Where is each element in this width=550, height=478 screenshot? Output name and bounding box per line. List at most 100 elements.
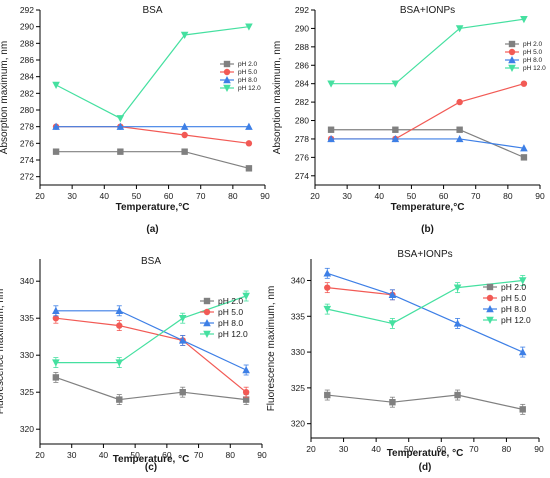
x-axis-label: Temperature, °C: [113, 454, 190, 465]
data-point: [324, 284, 331, 291]
y-axis-label: Absorption maximum, nm: [272, 41, 283, 154]
chart-title: BSA+IONPs: [397, 249, 452, 260]
data-point: [181, 131, 188, 139]
legend-label: pH 2.0: [523, 41, 543, 48]
data-point: [52, 122, 60, 130]
legend-item: pH 12.0: [505, 64, 546, 72]
data-point: [518, 348, 527, 356]
panel-2: 20 30 40 50 60 70 80 90 274 276 278 280 282 284 286 288…: [272, 5, 546, 235]
x-tick-label: 20: [310, 191, 320, 201]
x-tick-label: 60: [439, 191, 449, 201]
x-tick-label: 90: [257, 450, 267, 460]
y-tick-label: 278: [20, 122, 34, 132]
data-point: [519, 406, 526, 413]
x-tick-label: 80: [503, 191, 513, 201]
data-point: [327, 80, 335, 88]
y-tick-label: 280: [20, 105, 34, 115]
legend-item: pH 2.0: [220, 60, 258, 68]
legend-marker: [486, 316, 494, 324]
series-line: [327, 287, 393, 296]
x-axis-label: Temperature,°C: [391, 202, 465, 213]
y-tick-label: 330: [291, 347, 305, 357]
data-point: [178, 315, 187, 323]
series-line: [56, 126, 250, 144]
series-line: [55, 295, 247, 364]
legend-item: pH 5.0: [200, 307, 243, 317]
legend-item: pH 8.0: [505, 56, 543, 64]
legend-label: pH 12.0: [501, 315, 531, 325]
chart-title: BSA+IONPs: [400, 5, 455, 16]
x-tick-label: 90: [534, 444, 544, 454]
x-tick-label: 80: [502, 444, 512, 454]
data-point: [116, 396, 123, 403]
data-point: [520, 16, 528, 24]
legend-marker: [223, 76, 231, 84]
data-point: [242, 366, 250, 374]
x-tick-label: 50: [130, 450, 140, 460]
y-axis-label: Fluorescence maximum, nm: [0, 289, 6, 415]
legend: pH 2.0pH 5.0pH 8.0pH 12.0: [483, 282, 531, 325]
data-point: [455, 25, 464, 33]
data-point: [518, 277, 527, 285]
data-point: [116, 115, 125, 123]
x-tick-label: 90: [535, 191, 545, 201]
x-tick-label: 40: [100, 191, 110, 201]
data-point: [179, 389, 186, 396]
legend-item: pH 5.0: [220, 68, 258, 76]
legend-marker: [203, 330, 211, 338]
data-point: [115, 306, 124, 314]
y-tick-label: 290: [20, 22, 34, 32]
data-point: [520, 154, 528, 161]
legend-label: pH 5.0: [523, 49, 543, 56]
data-point: [116, 122, 125, 130]
series-pH-8-0: [52, 122, 253, 130]
legend-marker: [223, 68, 231, 76]
legend-marker: [203, 297, 211, 305]
x-tick-label: 70: [194, 450, 204, 460]
legend-label: pH 12.0: [218, 329, 248, 339]
legend-item: pH 2.0: [200, 296, 243, 306]
y-tick-label: 286: [295, 60, 309, 70]
panel-3: 20 30 40 50 60 70 80 90 320 325 330 335 340 BSA Temper…: [0, 256, 267, 473]
y-tick-label: 282: [295, 97, 309, 107]
panel-caption: (b): [421, 224, 434, 235]
data-point: [242, 292, 250, 300]
y-tick-label: 320: [291, 419, 305, 429]
series-line: [55, 376, 247, 401]
legend-marker: [508, 64, 516, 72]
data-point: [115, 359, 124, 367]
data-point: [388, 320, 397, 328]
data-point: [454, 391, 461, 399]
y-tick-label: 282: [20, 88, 34, 98]
x-tick-label: 20: [35, 450, 45, 460]
legend-marker: [223, 60, 231, 68]
x-tick-label: 50: [404, 444, 414, 454]
legend-marker: [486, 283, 494, 291]
y-tick-label: 286: [20, 55, 34, 65]
data-point: [520, 144, 528, 152]
x-axis-label: Temperature, °C: [387, 448, 464, 459]
legend-item: pH 12.0: [200, 329, 248, 339]
x-tick-label: 50: [132, 191, 142, 201]
y-tick-label: 274: [295, 171, 309, 181]
y-tick-label: 284: [295, 79, 309, 89]
legend-marker: [223, 84, 231, 92]
series-line: [331, 18, 525, 85]
y-tick-label: 288: [20, 38, 34, 48]
series-line: [331, 138, 525, 149]
data-point: [52, 359, 60, 367]
legend-label: pH 12.0: [238, 85, 261, 92]
series-pH-12-0: [327, 16, 528, 88]
data-point: [52, 148, 60, 155]
panel-caption: (c): [145, 462, 157, 473]
x-tick-label: 20: [306, 444, 316, 454]
legend-label: pH 5.0: [238, 69, 258, 76]
x-tick-label: 30: [339, 444, 349, 454]
legend: pH 2.0pH 5.0pH 8.0pH 12.0: [505, 40, 546, 72]
x-tick-label: 90: [260, 191, 270, 201]
series-pH-5-0: [52, 312, 250, 398]
data-point: [327, 134, 335, 143]
y-tick-label: 340: [20, 276, 34, 286]
data-point: [180, 31, 189, 39]
